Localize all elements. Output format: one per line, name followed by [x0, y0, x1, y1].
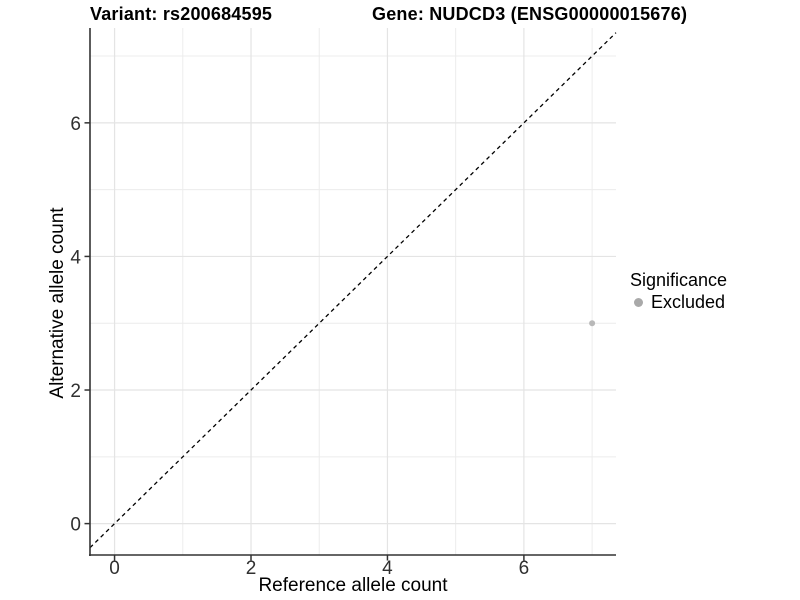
x-tick-label: 4	[382, 558, 393, 579]
x-tick-label: 0	[109, 558, 120, 579]
x-tick-label: 6	[519, 558, 530, 579]
x-axis-title: Reference allele count	[258, 575, 448, 596]
y-tick-label: 2	[70, 381, 81, 402]
y-axis-title: Alternative allele count	[47, 207, 68, 399]
plot-title-gene: Gene: NUDCD3 (ENSG00000015676)	[372, 4, 688, 24]
data-point	[589, 320, 596, 327]
identity-line	[89, 32, 617, 549]
legend-title: Significance	[630, 270, 728, 290]
legend-entry-label: Excluded	[651, 292, 726, 312]
plot-title-variant: Variant: rs200684595	[90, 4, 273, 24]
legend-entry-excluded: Excluded	[630, 291, 727, 313]
y-tick-label: 6	[70, 114, 81, 135]
legend-point-icon	[634, 297, 643, 307]
x-tick-label: 2	[246, 558, 257, 579]
y-tick-label: 0	[70, 515, 81, 536]
legend: Significance Excluded	[630, 269, 727, 313]
y-tick-label: 4	[70, 247, 81, 268]
